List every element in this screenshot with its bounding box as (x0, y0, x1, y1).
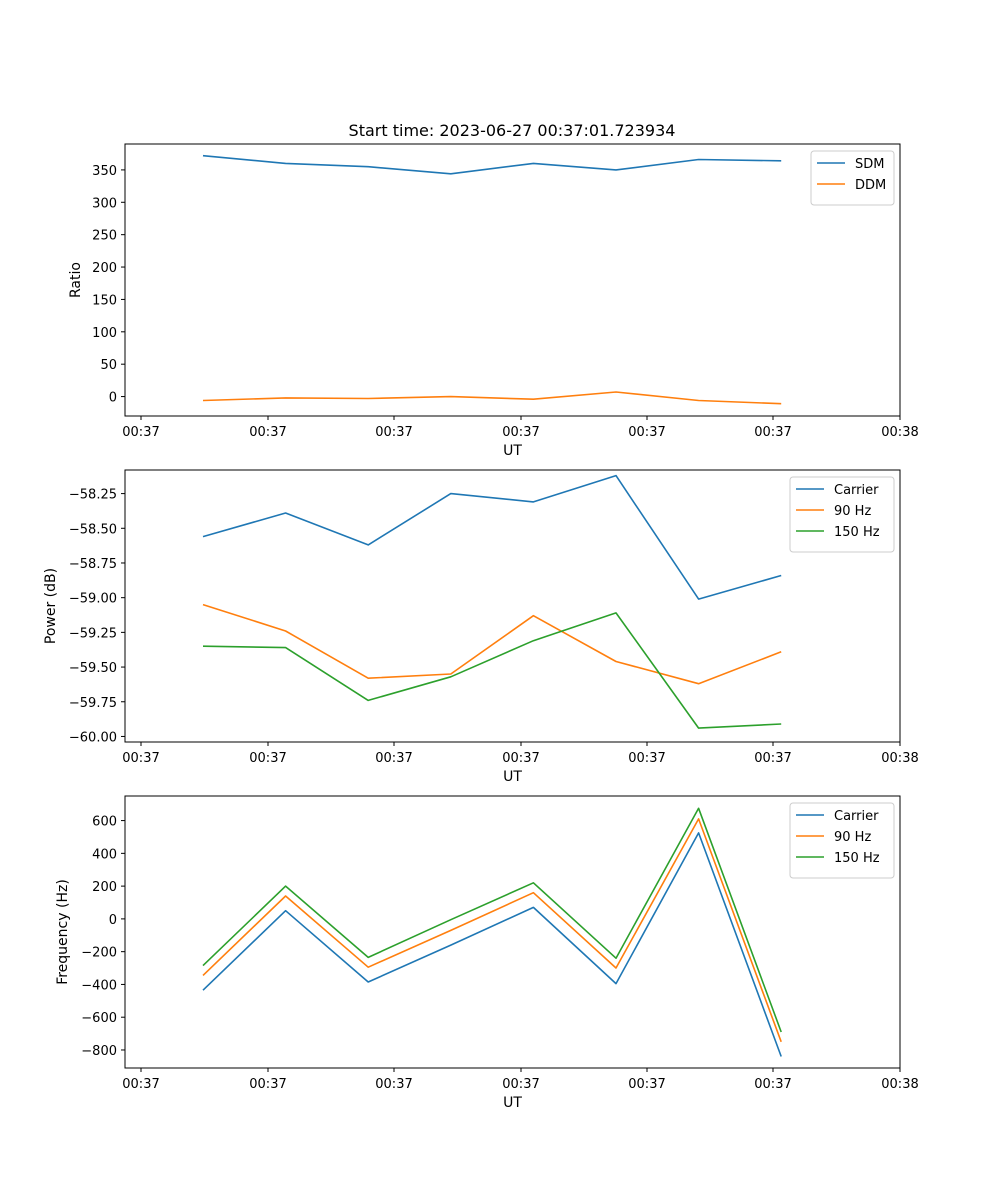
y-tick-label: 0 (109, 391, 117, 406)
legend-label: DDM (855, 178, 886, 193)
y-tick-label: 50 (100, 358, 117, 373)
axes-frame (124, 795, 901, 1069)
legend: Carrier 90 Hz 150 Hz (789, 802, 895, 879)
y-tick-label: 100 (92, 326, 117, 341)
x-tick-label: 00:37 (375, 751, 412, 766)
series-line-150-hz (202, 807, 782, 1033)
y-tick-label: 150 (92, 293, 117, 308)
y-tick-label: −59.00 (69, 592, 117, 607)
series-line-90-hz (202, 818, 782, 1043)
legend-label: SDM (855, 157, 884, 172)
legend-box (789, 802, 895, 879)
x-tick-label: 00:37 (375, 425, 412, 440)
y-tick-label: 250 (92, 229, 117, 244)
x-tick-label: 00:38 (881, 751, 918, 766)
y-tick-label: 600 (92, 815, 117, 830)
y-tick-label: 350 (92, 164, 117, 179)
x-tick-label: 00:37 (754, 425, 791, 440)
x-axis-label: UT (503, 1095, 522, 1111)
x-tick-label: 00:37 (628, 425, 665, 440)
x-tick-label: 00:37 (754, 751, 791, 766)
y-axis-label: Ratio (68, 262, 84, 298)
series-line-carrier (202, 832, 782, 1057)
legend-label: 90 Hz (834, 504, 871, 519)
y-tick-label: −800 (81, 1044, 117, 1059)
legend-box (810, 150, 895, 206)
x-tick-label: 00:37 (122, 425, 159, 440)
series-line-90-hz (202, 603, 782, 685)
chart-title: Start time: 2023-06-27 00:37:01.723934 (349, 121, 676, 140)
y-tick-label: −59.25 (69, 626, 117, 641)
x-tick-label: 00:37 (754, 1077, 791, 1092)
subplot-1: 0 50 100 150 200 250 300 350 00:37 00:37 00:37 00:3… (68, 143, 919, 459)
y-tick-label: 200 (92, 880, 117, 895)
y-tick-label: −60.00 (69, 730, 117, 745)
x-tick-label: 00:37 (628, 1077, 665, 1092)
legend-label: Carrier (834, 809, 879, 824)
x-tick-label: 00:37 (628, 751, 665, 766)
x-tick-label: 00:38 (881, 425, 918, 440)
legend-label: 150 Hz (834, 851, 880, 866)
y-tick-label: −58.75 (69, 557, 117, 572)
y-tick-label: 300 (92, 196, 117, 211)
y-tick-label: −200 (81, 946, 117, 961)
axes-frame (124, 469, 901, 743)
x-tick-label: 00:37 (375, 1077, 412, 1092)
y-axis-label: Frequency (Hz) (55, 879, 71, 985)
x-tick-label: 00:37 (249, 1077, 286, 1092)
legend: SDM DDM (810, 150, 895, 206)
y-tick-label: −600 (81, 1011, 117, 1026)
subplots: 0 50 100 150 200 250 300 350 00:37 00:37 00:37 00:3… (43, 143, 919, 1111)
subplot-3: 600 400 200 0 −200 −400 −600 −800 00:37 00:37 00:3… (55, 795, 919, 1111)
x-tick-label: 00:37 (122, 1077, 159, 1092)
y-tick-label: 0 (109, 913, 117, 928)
subplot-2: −58.25 −58.50 −58.75 −59.00 −59.25 −59.50 −59.… (43, 469, 919, 785)
x-tick-label: 00:38 (881, 1077, 918, 1092)
legend-label: Carrier (834, 483, 879, 498)
x-axis-label: UT (503, 443, 522, 459)
series-line-sdm (202, 154, 782, 175)
series-line-carrier (202, 474, 782, 600)
x-tick-label: 00:37 (502, 751, 539, 766)
y-tick-label: 200 (92, 261, 117, 276)
legend-box (789, 476, 895, 553)
y-tick-label: −400 (81, 978, 117, 993)
legend-label: 150 Hz (834, 525, 880, 540)
x-tick-label: 00:37 (502, 425, 539, 440)
y-axis-label: Power (dB) (43, 568, 59, 644)
x-tick-label: 00:37 (249, 425, 286, 440)
x-tick-label: 00:37 (249, 751, 286, 766)
legend: Carrier 90 Hz 150 Hz (789, 476, 895, 553)
x-tick-label: 00:37 (502, 1077, 539, 1092)
y-tick-label: −59.75 (69, 696, 117, 711)
x-axis-label: UT (503, 769, 522, 785)
y-tick-label: −58.25 (69, 488, 117, 503)
axes-frame (124, 143, 901, 417)
y-tick-label: −59.50 (69, 661, 117, 676)
y-tick-label: −58.50 (69, 522, 117, 537)
series-line-150-hz (202, 612, 782, 729)
x-tick-label: 00:37 (122, 751, 159, 766)
legend-label: 90 Hz (834, 830, 871, 845)
series-line-ddm (202, 391, 782, 405)
y-tick-label: 400 (92, 847, 117, 862)
